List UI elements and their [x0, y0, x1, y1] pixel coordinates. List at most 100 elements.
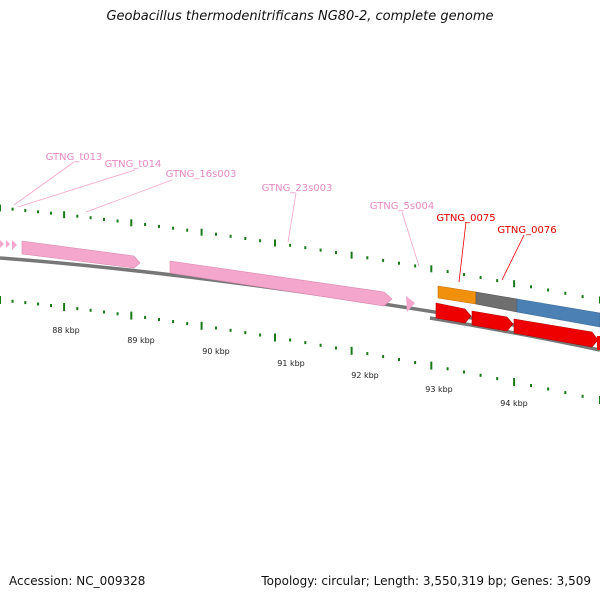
label-GTNG_0075[interactable]: GTNG_0075 — [436, 213, 495, 224]
inner-ring-minor-tick — [172, 320, 175, 323]
inner-ring-minor-tick — [581, 394, 584, 398]
inner-tick-ring — [0, 296, 600, 404]
inner-ring-minor-tick — [37, 302, 40, 306]
inner-ring-major-tick — [513, 378, 516, 386]
gene-arrow-GTNG_0076[interactable] — [471, 310, 514, 332]
label-GTNG_0076[interactable]: GTNG_0076 — [497, 225, 556, 236]
outer-ring-minor-tick — [446, 270, 449, 274]
inner-ring-minor-tick — [11, 299, 14, 303]
inner-ring-minor-tick — [144, 316, 147, 319]
kbp-label-93: 93 kbp — [425, 385, 453, 394]
outer-ring-minor-tick — [37, 210, 40, 214]
outer-ring-minor-tick — [530, 285, 532, 289]
outer-ring-minor-tick — [463, 273, 465, 277]
gene-block-orange[interactable] — [437, 285, 477, 305]
inner-ring-minor-tick — [414, 361, 417, 364]
kbp-label-94: 94 kbp — [500, 399, 528, 408]
leader-GTNG_t014 — [17, 169, 136, 208]
kbp-labels: 88 kbp 89 kbp 90 kbp 91 kbp 92 kbp 93 kb… — [52, 326, 528, 408]
accession-text: Accession: NC_009328 — [9, 574, 146, 588]
outer-ring-minor-tick — [289, 243, 292, 247]
inner-ring-major-tick — [274, 333, 276, 342]
outer-ring-minor-tick — [398, 261, 400, 265]
inner-ring-minor-tick — [24, 301, 27, 305]
outer-ring-minor-tick — [414, 264, 417, 268]
inner-ring-major-tick — [130, 311, 133, 320]
kbp-label-92: 92 kbp — [351, 371, 379, 380]
outer-ring-minor-tick — [479, 276, 482, 279]
feature-arrow-23s[interactable] — [169, 260, 393, 307]
feature-arrow-tRNA-3[interactable] — [12, 240, 17, 250]
leader-GTNG_5s004 — [401, 211, 420, 267]
outer-tick-ring — [0, 204, 600, 304]
inner-ring-major-tick — [430, 361, 433, 370]
leader-GTNG_0076 — [501, 234, 525, 281]
gene-block-grey[interactable] — [475, 291, 518, 313]
outer-ring-minor-tick — [215, 232, 217, 236]
outer-ring-minor-tick — [76, 214, 79, 218]
inner-ring-minor-tick — [50, 304, 52, 307]
inner-ring-minor-tick — [289, 338, 292, 342]
label-GTNG_t014[interactable]: GTNG_t014 — [105, 159, 162, 170]
outer-ring-minor-tick — [335, 251, 337, 255]
inner-ring-major-tick — [63, 303, 66, 311]
outer-ring-major-tick — [274, 239, 276, 247]
leader-GTNG_23s003 — [287, 192, 297, 243]
label-GTNG_5s004[interactable]: GTNG_5s004 — [370, 201, 434, 212]
inner-ring-minor-tick — [76, 307, 79, 311]
label-GTNG_t013[interactable]: GTNG_t013 — [46, 152, 103, 163]
gene-block-blue[interactable] — [516, 298, 600, 328]
inner-ring-minor-tick — [215, 326, 217, 330]
leader-GTNG_16s003 — [85, 179, 173, 213]
outer-ring-minor-tick — [158, 224, 160, 228]
gene-arrow-edge[interactable] — [597, 336, 600, 350]
label-leader-lines — [13, 161, 525, 283]
outer-ring-major-tick — [430, 265, 433, 273]
outer-ring-minor-tick — [144, 223, 147, 226]
inner-ring-minor-tick — [366, 352, 369, 356]
inner-ring-minor-tick — [304, 341, 307, 345]
outer-ring-minor-tick — [366, 256, 369, 260]
outer-ring-minor-tick — [496, 279, 499, 283]
inner-ring-minor-tick — [244, 331, 247, 335]
kbp-label-91: 91 kbp — [277, 359, 305, 368]
feature-arrow-tRNA-1[interactable] — [0, 240, 4, 248]
outer-ring-minor-tick — [229, 234, 232, 238]
outer-ring-minor-tick — [244, 237, 247, 240]
leader-GTNG_0075 — [458, 221, 467, 283]
inner-ring-minor-tick — [530, 384, 532, 387]
outer-ring-minor-tick — [186, 228, 189, 232]
inner-ring-major-tick — [0, 296, 1, 304]
outer-ring-major-tick — [350, 251, 353, 259]
inner-ring-minor-tick — [319, 343, 322, 347]
inner-ring-minor-tick — [564, 391, 567, 395]
feature-arrow-16s[interactable] — [21, 240, 141, 269]
outer-ring-major-tick — [513, 280, 516, 288]
outer-ring-major-tick — [63, 211, 66, 219]
inner-ring-minor-tick — [496, 377, 499, 381]
label-GTNG_23s003[interactable]: GTNG_23s003 — [262, 183, 333, 194]
inner-ring-minor-tick — [463, 370, 465, 374]
outer-ring-minor-tick — [11, 207, 14, 211]
outer-ring-major-tick — [130, 219, 133, 227]
outer-ring-minor-tick — [382, 258, 385, 262]
gene-arrow-GTNG_0075[interactable] — [435, 302, 472, 324]
outer-ring-minor-tick — [581, 295, 584, 299]
inner-ring-minor-tick — [446, 367, 449, 371]
outer-ring-minor-tick — [319, 248, 322, 252]
label-GTNG_16s003[interactable]: GTNG_16s003 — [166, 169, 237, 180]
gene-arrow-next[interactable] — [513, 318, 599, 348]
outer-ring-minor-tick — [103, 217, 105, 221]
inner-ring-minor-tick — [547, 387, 550, 391]
feature-arrow-5s[interactable] — [406, 296, 415, 312]
outer-ring-minor-tick — [24, 209, 27, 212]
inner-ring-minor-tick — [89, 308, 92, 312]
leader-GTNG_t013 — [13, 161, 75, 206]
feature-arrow-tRNA-2[interactable] — [6, 240, 10, 248]
outer-ring-minor-tick — [89, 216, 92, 220]
outer-ring-minor-tick — [564, 291, 567, 295]
outer-ring-minor-tick — [547, 288, 550, 292]
inner-ring-major-tick — [200, 321, 203, 330]
